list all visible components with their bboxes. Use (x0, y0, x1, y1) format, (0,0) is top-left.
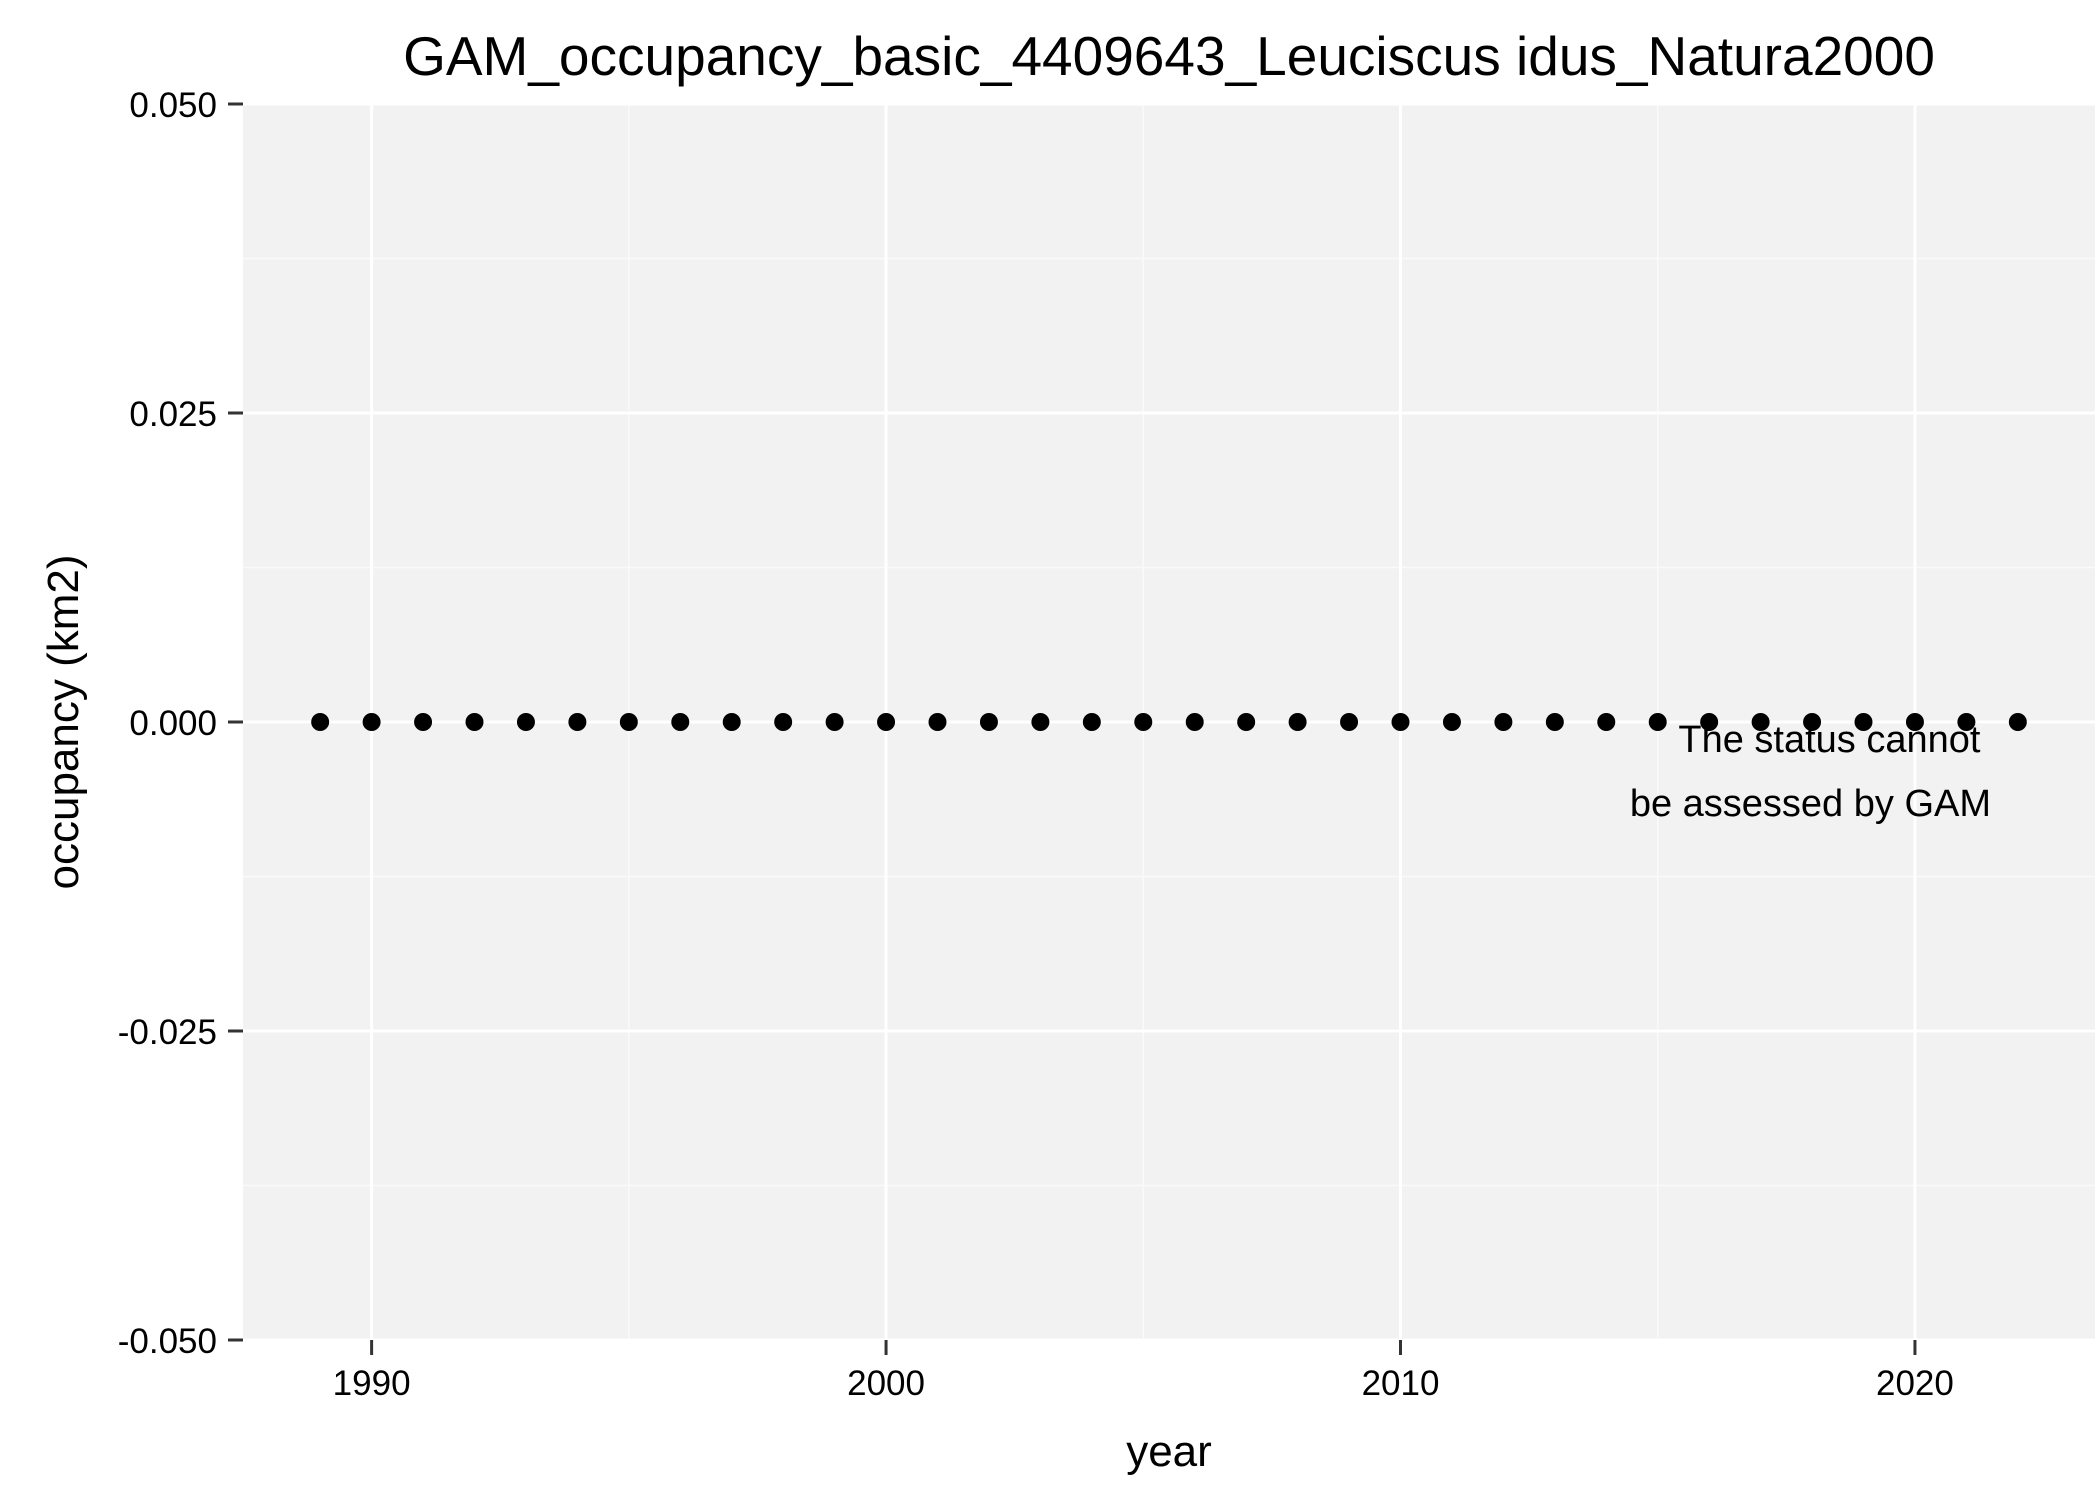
data-point (1905, 713, 1924, 731)
data-point (362, 713, 381, 731)
data-point (1648, 713, 1667, 731)
y-tick-label: 0.050 (129, 86, 217, 125)
data-points (311, 713, 2027, 731)
data-point (1340, 713, 1359, 731)
data-point (1957, 713, 1976, 731)
data-point (1442, 713, 1461, 731)
data-point (1391, 713, 1410, 731)
data-point (1288, 713, 1307, 731)
x-tick-label: 2000 (847, 1364, 925, 1403)
data-point (1082, 713, 1101, 731)
x-tick-label: 2020 (1876, 1364, 1954, 1403)
y-tick-label: -0.050 (118, 1322, 217, 1361)
data-point (1494, 713, 1513, 731)
x-tick-label: 1990 (333, 1364, 411, 1403)
x-tick-label: 2010 (1362, 1364, 1440, 1403)
data-point (1545, 713, 1564, 731)
data-point (1751, 713, 1770, 731)
x-axis-label: year (1126, 1427, 1212, 1476)
data-point (825, 713, 844, 731)
y-axis: -0.050 -0.025 0.000 0.025 0.050 (118, 86, 243, 1361)
data-point (619, 713, 638, 731)
data-point (877, 713, 896, 731)
data-point (1700, 713, 1719, 731)
data-point (1237, 713, 1256, 731)
data-point (1031, 713, 1050, 731)
x-axis: 1990 2000 2010 2020 (333, 1340, 1954, 1403)
data-point (1854, 713, 1873, 731)
data-point (516, 713, 535, 731)
y-tick-label: -0.025 (118, 1013, 217, 1052)
status-annotation: The status cannot be assessed by GAM (1630, 719, 1991, 825)
y-axis-label: occupancy (km2) (39, 554, 88, 889)
y-tick-label: 0.025 (129, 395, 217, 434)
data-point (671, 713, 690, 731)
y-tick-label: 0.000 (129, 704, 217, 743)
data-point (2008, 713, 2027, 731)
data-point (1185, 713, 1204, 731)
data-point (1134, 713, 1153, 731)
data-point (414, 713, 433, 731)
chart-title: GAM_occupancy_basic_4409643_Leuciscus id… (403, 25, 1935, 87)
data-point (928, 713, 947, 731)
data-point (722, 713, 741, 731)
data-point (1597, 713, 1616, 731)
data-point (979, 713, 998, 731)
data-point (465, 713, 484, 731)
data-point (568, 713, 587, 731)
data-point (1803, 713, 1822, 731)
data-point (311, 713, 330, 731)
annotation-line-1: The status cannot (1678, 719, 1981, 761)
data-point (774, 713, 793, 731)
annotation-line-2: be assessed by GAM (1630, 783, 1991, 825)
